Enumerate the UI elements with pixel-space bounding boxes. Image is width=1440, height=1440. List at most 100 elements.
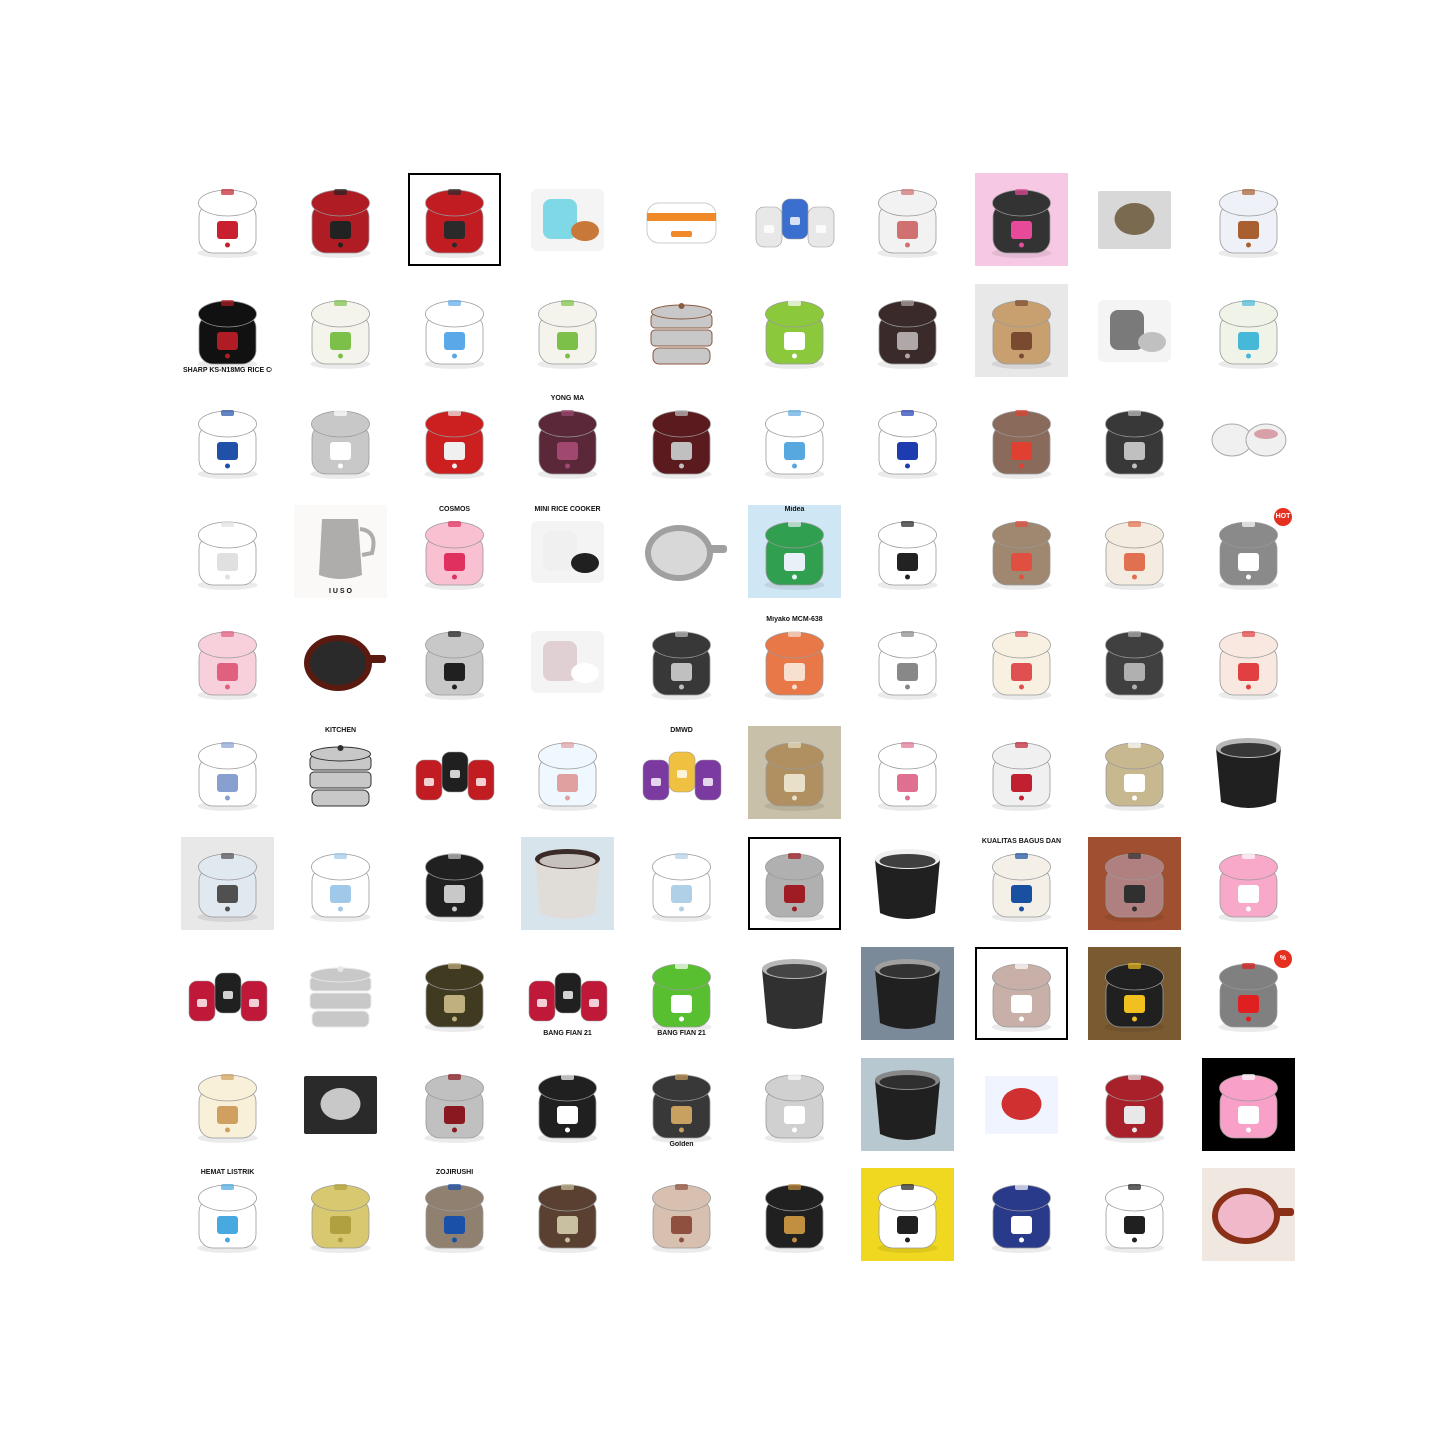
product-thumbnail[interactable]: HOT bbox=[1202, 505, 1295, 598]
product-thumbnail[interactable] bbox=[1088, 947, 1181, 1040]
product-thumbnail[interactable] bbox=[408, 173, 501, 266]
product-thumbnail[interactable] bbox=[975, 726, 1068, 819]
product-thumbnail[interactable]: YONG MA bbox=[521, 394, 614, 487]
product-thumbnail[interactable] bbox=[975, 947, 1068, 1040]
product-thumbnail[interactable] bbox=[294, 173, 387, 266]
product-thumbnail[interactable] bbox=[294, 1168, 387, 1261]
product-thumbnail[interactable]: Miyako MCM-638 bbox=[748, 615, 841, 708]
product-thumbnail[interactable]: I U S O bbox=[294, 505, 387, 598]
product-thumbnail[interactable] bbox=[294, 837, 387, 930]
product-thumbnail[interactable] bbox=[521, 726, 614, 819]
product-thumbnail[interactable] bbox=[1202, 726, 1295, 819]
product-thumbnail[interactable] bbox=[408, 837, 501, 930]
product-thumbnail[interactable] bbox=[521, 615, 614, 708]
product-thumbnail[interactable] bbox=[748, 947, 841, 1040]
product-thumbnail[interactable] bbox=[861, 947, 954, 1040]
product-thumbnail[interactable] bbox=[181, 615, 274, 708]
product-thumbnail[interactable] bbox=[1202, 173, 1295, 266]
product-thumbnail[interactable] bbox=[861, 284, 954, 377]
product-thumbnail[interactable]: DMWD bbox=[635, 726, 728, 819]
product-thumbnail[interactable] bbox=[1202, 284, 1295, 377]
product-thumbnail[interactable] bbox=[635, 615, 728, 708]
product-thumbnail[interactable]: % bbox=[1202, 947, 1295, 1040]
product-thumbnail[interactable] bbox=[635, 394, 728, 487]
product-thumbnail[interactable] bbox=[294, 394, 387, 487]
product-thumbnail[interactable] bbox=[748, 1168, 841, 1261]
product-thumbnail[interactable]: BANG FIAN 21 bbox=[635, 947, 728, 1040]
product-thumbnail[interactable] bbox=[408, 284, 501, 377]
product-thumbnail[interactable]: Midea bbox=[748, 505, 841, 598]
product-thumbnail[interactable] bbox=[521, 837, 614, 930]
product-thumbnail[interactable]: Golden bbox=[635, 1058, 728, 1151]
product-thumbnail[interactable] bbox=[635, 837, 728, 930]
product-thumbnail[interactable] bbox=[861, 837, 954, 930]
product-thumbnail[interactable] bbox=[408, 726, 501, 819]
product-thumbnail[interactable] bbox=[408, 1058, 501, 1151]
product-thumbnail[interactable] bbox=[748, 1058, 841, 1151]
product-thumbnail[interactable] bbox=[748, 394, 841, 487]
product-thumbnail[interactable]: SHARP KS-N18MG RICE COOKER 1.8L bbox=[181, 284, 274, 377]
product-thumbnail[interactable] bbox=[1088, 284, 1181, 377]
product-thumbnail[interactable] bbox=[181, 173, 274, 266]
product-thumbnail[interactable] bbox=[521, 1168, 614, 1261]
product-thumbnail[interactable]: ZOJIRUSHI bbox=[408, 1168, 501, 1261]
product-thumbnail[interactable] bbox=[1202, 394, 1295, 487]
product-thumbnail[interactable] bbox=[1088, 615, 1181, 708]
product-thumbnail[interactable] bbox=[1088, 837, 1181, 930]
product-thumbnail[interactable] bbox=[748, 837, 841, 930]
product-thumbnail[interactable] bbox=[521, 1058, 614, 1151]
product-thumbnail[interactable] bbox=[861, 173, 954, 266]
product-thumbnail[interactable] bbox=[975, 284, 1068, 377]
product-thumbnail[interactable] bbox=[635, 284, 728, 377]
product-thumbnail[interactable] bbox=[181, 394, 274, 487]
product-thumbnail[interactable]: HEMAT LISTRIK bbox=[181, 1168, 274, 1261]
product-thumbnail[interactable] bbox=[861, 1168, 954, 1261]
product-thumbnail[interactable] bbox=[635, 505, 728, 598]
product-thumbnail[interactable] bbox=[635, 173, 728, 266]
product-thumbnail[interactable] bbox=[181, 505, 274, 598]
product-thumbnail[interactable] bbox=[294, 284, 387, 377]
product-thumbnail[interactable] bbox=[294, 1058, 387, 1151]
product-thumbnail[interactable] bbox=[408, 947, 501, 1040]
product-thumbnail[interactable] bbox=[861, 615, 954, 708]
product-thumbnail[interactable] bbox=[1088, 173, 1181, 266]
product-thumbnail[interactable] bbox=[1202, 837, 1295, 930]
product-thumbnail[interactable] bbox=[861, 394, 954, 487]
product-thumbnail[interactable] bbox=[521, 173, 614, 266]
product-thumbnail[interactable] bbox=[975, 505, 1068, 598]
product-thumbnail[interactable]: COSMOS bbox=[408, 505, 501, 598]
product-thumbnail[interactable] bbox=[181, 947, 274, 1040]
product-thumbnail[interactable] bbox=[861, 505, 954, 598]
product-thumbnail[interactable] bbox=[1088, 1058, 1181, 1151]
product-thumbnail[interactable] bbox=[861, 726, 954, 819]
product-thumbnail[interactable] bbox=[861, 1058, 954, 1151]
product-thumbnail[interactable] bbox=[635, 1168, 728, 1261]
product-thumbnail[interactable] bbox=[521, 284, 614, 377]
product-thumbnail[interactable] bbox=[181, 726, 274, 819]
product-thumbnail[interactable] bbox=[748, 726, 841, 819]
product-thumbnail[interactable] bbox=[1088, 1168, 1181, 1261]
product-thumbnail[interactable] bbox=[748, 173, 841, 266]
product-thumbnail[interactable] bbox=[1088, 726, 1181, 819]
product-thumbnail[interactable]: MINI RICE COOKER bbox=[521, 505, 614, 598]
product-thumbnail[interactable] bbox=[1202, 1058, 1295, 1151]
product-thumbnail[interactable] bbox=[181, 837, 274, 930]
product-thumbnail[interactable] bbox=[408, 394, 501, 487]
product-thumbnail[interactable] bbox=[975, 1168, 1068, 1261]
product-thumbnail[interactable] bbox=[181, 1058, 274, 1151]
product-thumbnail[interactable] bbox=[975, 394, 1068, 487]
product-thumbnail[interactable]: BANG FIAN 21 bbox=[521, 947, 614, 1040]
product-thumbnail[interactable] bbox=[1202, 615, 1295, 708]
product-thumbnail[interactable] bbox=[408, 615, 501, 708]
product-thumbnail[interactable] bbox=[294, 615, 387, 708]
product-thumbnail[interactable] bbox=[975, 615, 1068, 708]
product-thumbnail[interactable]: KITCHEN bbox=[294, 726, 387, 819]
product-thumbnail[interactable] bbox=[975, 173, 1068, 266]
product-thumbnail[interactable] bbox=[975, 1058, 1068, 1151]
product-thumbnail[interactable] bbox=[1202, 1168, 1295, 1261]
product-thumbnail[interactable]: KUALITAS BAGUS DAN bbox=[975, 837, 1068, 930]
product-thumbnail[interactable] bbox=[1088, 394, 1181, 487]
product-thumbnail[interactable] bbox=[1088, 505, 1181, 598]
product-thumbnail[interactable] bbox=[748, 284, 841, 377]
product-thumbnail[interactable] bbox=[294, 947, 387, 1040]
